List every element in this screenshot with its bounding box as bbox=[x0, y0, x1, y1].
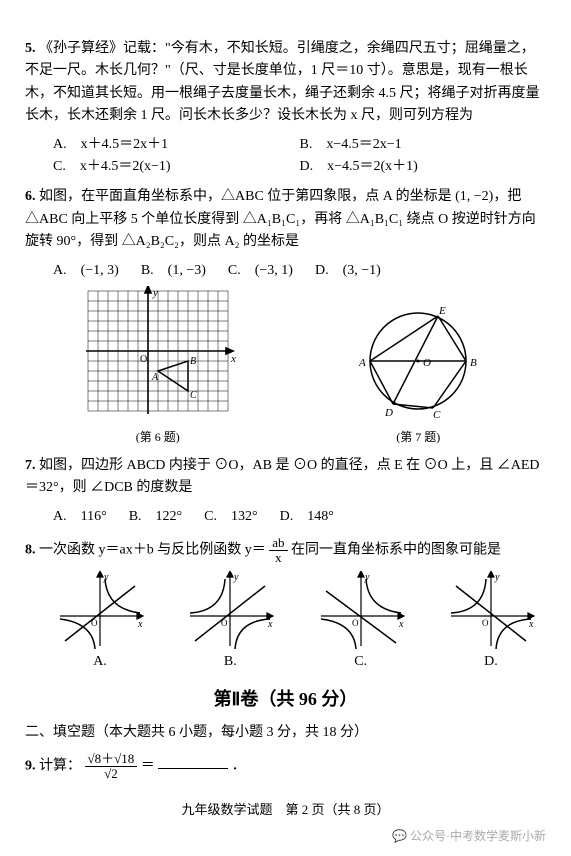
q8-opt-c: C. bbox=[316, 651, 406, 673]
q9-label: 计算： bbox=[39, 758, 81, 773]
q8-opt-a: A. bbox=[55, 651, 145, 673]
page-footer: 九年级数学试题 第 2 页（共 8 页） bbox=[25, 800, 546, 821]
svg-text:y: y bbox=[103, 572, 109, 583]
q6-num: 6. bbox=[25, 189, 36, 204]
q8-num: 8. bbox=[25, 543, 36, 558]
q6-opt-c: C. (−3, 1) bbox=[228, 260, 293, 282]
q9-frac-den: √2 bbox=[85, 767, 138, 781]
svg-text:x: x bbox=[528, 619, 534, 630]
q9-eq: ＝ bbox=[141, 758, 155, 773]
q6-opt-b: B. (1, −3) bbox=[141, 260, 206, 282]
q7-opt-a: A. 116° bbox=[53, 506, 107, 528]
q6-options: A. (−1, 3) B. (1, −3) C. (−3, 1) D. (3, … bbox=[53, 260, 546, 282]
q5-opt-a: A. x＋4.5＝2x＋1 bbox=[53, 134, 300, 156]
q7-text: 如图，四边形 ABCD 内接于 ⊙O，AB 是 ⊙O 的直径，点 E 在 ⊙O … bbox=[25, 458, 540, 495]
q8-frac-den: x bbox=[269, 551, 287, 565]
q8-opt-d: D. bbox=[446, 651, 536, 673]
svg-text:B: B bbox=[470, 357, 477, 369]
question-6: 6. 如图，在平面直角坐标系中，△ABC 位于第四象限，点 A 的坐标是 (1,… bbox=[25, 186, 546, 253]
q5-text: 《孙子算经》记载："今有木，不知长短。引绳度之，余绳四尺五寸；屈绳量之，不足一尺… bbox=[25, 41, 540, 123]
question-9: 9. 计算： √8＋√18 √2 ＝ ． bbox=[25, 752, 546, 780]
graph-d-icon: x y O bbox=[446, 571, 536, 651]
graph-a-icon: x y O bbox=[55, 571, 145, 651]
svg-text:E: E bbox=[438, 305, 446, 317]
grid-figure-icon: x y O A B C bbox=[78, 286, 238, 426]
q7-opt-d: D. 148° bbox=[280, 506, 334, 528]
svg-text:y: y bbox=[364, 572, 370, 583]
q8-opt-b: B. bbox=[185, 651, 275, 673]
q8-text-a: 一次函数 y＝ax＋b 与反比例函数 y＝ bbox=[39, 543, 266, 558]
q7-options: A. 116° B. 122° C. 132° D. 148° bbox=[53, 506, 546, 528]
svg-text:O: O bbox=[423, 357, 431, 369]
svg-text:C: C bbox=[433, 409, 441, 421]
q8-graph-c: x y O C. bbox=[316, 571, 406, 673]
svg-text:C: C bbox=[190, 390, 197, 401]
question-5: 5. 《孙子算经》记载："今有木，不知长短。引绳度之，余绳四尺五寸；屈绳量之，不… bbox=[25, 38, 546, 128]
svg-text:x: x bbox=[267, 619, 273, 630]
svg-text:y: y bbox=[233, 572, 239, 583]
circle-figure-icon: O A B E D C bbox=[343, 296, 493, 426]
svg-text:A: A bbox=[151, 372, 159, 383]
q6-opt-a: A. (−1, 3) bbox=[53, 260, 119, 282]
svg-text:O: O bbox=[140, 354, 147, 365]
q5-opt-d: D. x−4.5＝2(x＋1) bbox=[300, 156, 547, 178]
q5-opt-b: B. x−4.5＝2x−1 bbox=[300, 134, 547, 156]
q8-frac-num: ab bbox=[269, 536, 287, 551]
q7-num: 7. bbox=[25, 458, 36, 473]
figure-6: x y O A B C (第 6 题) bbox=[78, 286, 238, 447]
fig7-caption: (第 7 题) bbox=[343, 428, 493, 447]
fig6-caption: (第 6 题) bbox=[78, 428, 238, 447]
graph-c-icon: x y O bbox=[316, 571, 406, 651]
q6-text: 如图，在平面直角坐标系中，△ABC 位于第四象限，点 A 的坐标是 (1, −2… bbox=[25, 189, 536, 249]
section-2-subhead: 二、填空题（本大题共 6 小题，每小题 3 分，共 18 分） bbox=[25, 722, 546, 744]
q9-fraction: √8＋√18 √2 bbox=[85, 752, 138, 780]
figure-row-6-7: x y O A B C (第 6 题) O A B E D C bbox=[25, 286, 546, 447]
svg-text:y: y bbox=[494, 572, 500, 583]
q8-graph-d: x y O D. bbox=[446, 571, 536, 673]
figure-7: O A B E D C (第 7 题) bbox=[343, 296, 493, 447]
q8-fraction: ab x bbox=[269, 536, 287, 564]
q5-num: 5. bbox=[25, 41, 36, 56]
svg-text:O: O bbox=[352, 618, 359, 628]
svg-text:x: x bbox=[398, 619, 404, 630]
section-2-title: 第Ⅱ卷（共 96 分） bbox=[25, 685, 546, 714]
q8-graphs: x y O A. x y O B. bbox=[55, 571, 536, 673]
q6-opt-d: D. (3, −1) bbox=[315, 260, 381, 282]
svg-text:y: y bbox=[152, 287, 158, 299]
svg-text:O: O bbox=[482, 618, 489, 628]
question-7: 7. 如图，四边形 ABCD 内接于 ⊙O，AB 是 ⊙O 的直径，点 E 在 … bbox=[25, 455, 546, 500]
svg-text:x: x bbox=[230, 353, 236, 365]
q9-tail: ． bbox=[232, 758, 246, 773]
q9-blank bbox=[158, 768, 228, 769]
graph-b-icon: x y O bbox=[185, 571, 275, 651]
svg-text:D: D bbox=[384, 407, 393, 419]
q9-num: 9. bbox=[25, 758, 36, 773]
watermark: 💬 公众号·中考数学麦斯小新 bbox=[25, 827, 546, 846]
q8-text-b: 在同一直角坐标系中的图象可能是 bbox=[291, 543, 501, 558]
svg-text:B: B bbox=[190, 356, 196, 367]
svg-text:x: x bbox=[137, 619, 143, 630]
question-8: 8. 一次函数 y＝ax＋b 与反比例函数 y＝ ab x 在同一直角坐标系中的… bbox=[25, 536, 546, 564]
q5-options: A. x＋4.5＝2x＋1 C. x＋4.5＝2(x−1) B. x−4.5＝2… bbox=[53, 134, 546, 179]
q7-opt-c: C. 132° bbox=[204, 506, 257, 528]
q8-graph-a: x y O A. bbox=[55, 571, 145, 673]
q5-opt-c: C. x＋4.5＝2(x−1) bbox=[53, 156, 300, 178]
svg-text:A: A bbox=[358, 357, 366, 369]
q8-graph-b: x y O B. bbox=[185, 571, 275, 673]
q9-frac-num: √8＋√18 bbox=[85, 752, 138, 767]
q7-opt-b: B. 122° bbox=[129, 506, 182, 528]
